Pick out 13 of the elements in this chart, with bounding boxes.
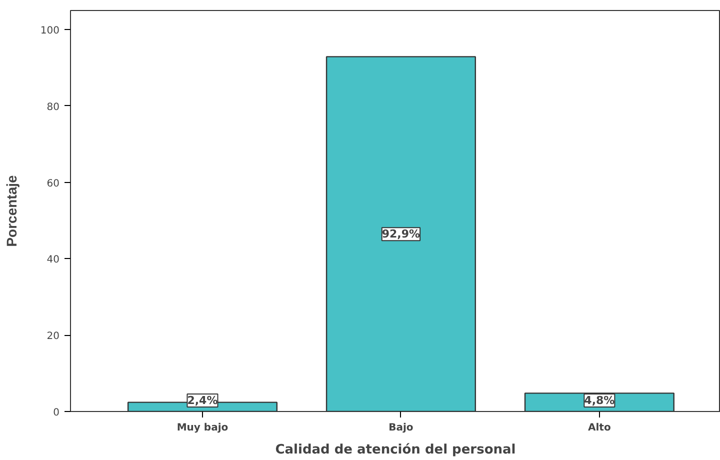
- x-tick-label: Alto: [588, 422, 611, 434]
- y-tick-label: 60: [46, 178, 60, 190]
- y-tick-label: 100: [40, 26, 60, 37]
- data-label: 92,9%: [382, 228, 420, 241]
- x-tick-label: Muy bajo: [176, 422, 228, 434]
- x-axis-title: Calidad de atención del personal: [275, 442, 516, 458]
- bar: [326, 56, 476, 412]
- y-tick-label: 80: [46, 102, 60, 113]
- y-axis-title: Porcentaje: [3, 174, 20, 247]
- y-tick-label: 20: [46, 331, 60, 342]
- y-tick-label: 40: [46, 254, 60, 266]
- y-tick-label: 0: [53, 408, 60, 418]
- x-tick-label: Bajo: [388, 422, 414, 434]
